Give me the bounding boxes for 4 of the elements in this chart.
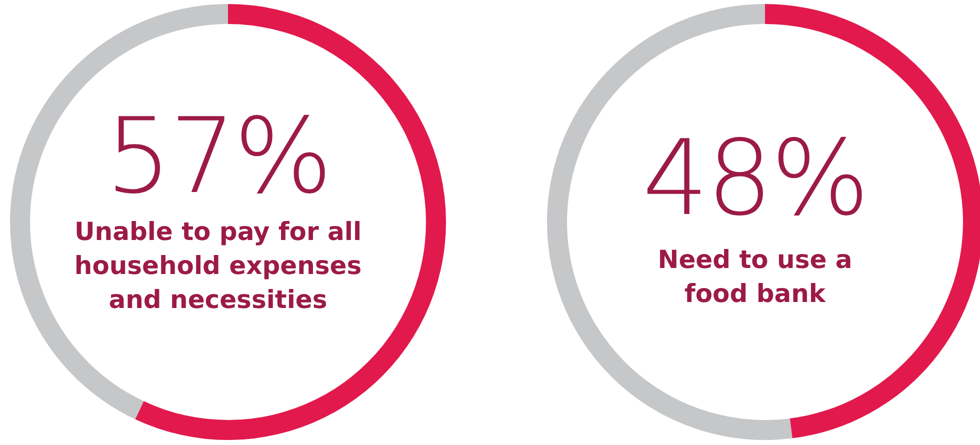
- data-label: 57%: [105, 95, 331, 217]
- text: Need to use a food bank: [658, 245, 852, 308]
- text: Unable to pay for all household expenses and necessities: [74, 217, 362, 314]
- data-label: 48%: [642, 117, 868, 239]
